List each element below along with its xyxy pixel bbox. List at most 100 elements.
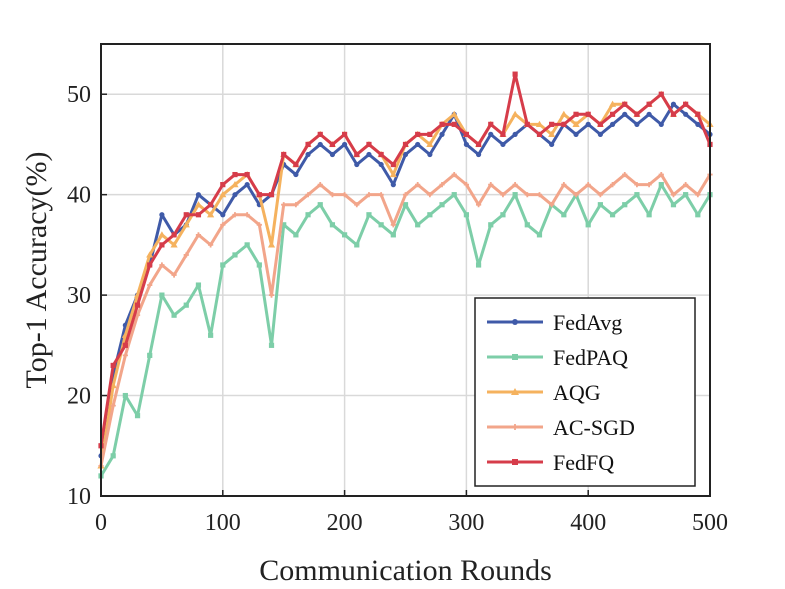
- data-point: [511, 110, 519, 117]
- data-point: [305, 192, 311, 198]
- data-point: [500, 131, 506, 137]
- data-point: [512, 71, 518, 77]
- data-point: [267, 241, 276, 248]
- data-point: [463, 131, 469, 137]
- data-point: [134, 413, 141, 419]
- data-point: [122, 392, 128, 399]
- legend-label: AC-SGD: [553, 415, 635, 440]
- data-point: [463, 141, 469, 148]
- data-point: [585, 222, 591, 228]
- data-point: [512, 424, 518, 430]
- data-point: [194, 201, 203, 208]
- data-point: [439, 131, 445, 137]
- data-point: [158, 231, 166, 238]
- data-point: [658, 171, 664, 178]
- data-point: [634, 121, 640, 127]
- data-point: [378, 222, 384, 228]
- data-point: [512, 182, 518, 188]
- data-point: [207, 211, 215, 218]
- data-point: [110, 362, 116, 369]
- data-point: [329, 151, 336, 158]
- data-point: [268, 292, 275, 298]
- data-point: [695, 192, 701, 198]
- data-point: [572, 120, 580, 127]
- data-point: [122, 342, 128, 348]
- data-point: [232, 212, 238, 218]
- data-point: [195, 282, 202, 288]
- y-axis-label: Top-1 Accuracy(%): [20, 152, 53, 389]
- data-point: [670, 101, 677, 107]
- data-point: [585, 121, 591, 127]
- legend-item: FedPAQ: [487, 345, 628, 370]
- data-point: [244, 182, 250, 188]
- data-point: [524, 192, 530, 198]
- data-point: [512, 131, 518, 137]
- data-point: [658, 121, 664, 127]
- plot-frame: [100, 43, 711, 497]
- data-point: [402, 141, 409, 148]
- data-point: [182, 221, 190, 228]
- data-point: [342, 232, 348, 238]
- data-point: [646, 182, 652, 188]
- data-point: [147, 282, 153, 288]
- data-point: [244, 212, 250, 218]
- data-point: [366, 192, 372, 198]
- data-point: [463, 182, 469, 188]
- data-point: [195, 192, 202, 198]
- data-point: [329, 141, 336, 148]
- data-point: [183, 212, 189, 218]
- data-point: [281, 222, 287, 228]
- data-point: [317, 182, 323, 188]
- data-point: [536, 232, 543, 238]
- data-point: [439, 182, 445, 188]
- data-point: [244, 242, 250, 248]
- data-point: [208, 332, 214, 338]
- data-point: [110, 453, 116, 459]
- data-point: [512, 354, 518, 360]
- data-point: [463, 212, 469, 218]
- data-point: [220, 222, 226, 228]
- data-point: [670, 111, 677, 117]
- data-point: [146, 251, 154, 258]
- data-point: [622, 101, 628, 107]
- data-point: [293, 232, 299, 238]
- data-point: [488, 131, 494, 137]
- data-point: [317, 141, 323, 148]
- x-tick-label: 0: [95, 510, 107, 536]
- data-point: [573, 111, 579, 117]
- data-point: [147, 262, 153, 268]
- data-point: [415, 131, 421, 137]
- data-point: [609, 182, 616, 188]
- data-point: [426, 140, 434, 148]
- data-point: [427, 131, 433, 137]
- data-point: [548, 130, 556, 137]
- data-point: [415, 222, 421, 228]
- data-point: [488, 121, 494, 127]
- data-point: [244, 171, 250, 178]
- data-point: [208, 242, 214, 248]
- y-tick-label: 10: [67, 484, 91, 510]
- data-point: [281, 202, 287, 208]
- data-point: [561, 212, 567, 218]
- data-point: [427, 192, 433, 198]
- data-point: [585, 182, 591, 188]
- data-point: [427, 151, 433, 158]
- series-lines: [97, 71, 714, 479]
- data-point: [366, 212, 372, 218]
- legend-item: FedFQ: [487, 450, 614, 475]
- data-point: [183, 302, 189, 308]
- data-point: [646, 212, 652, 218]
- legend: FedAvg FedPAQ AQG AC-SGD FedFQ: [474, 297, 696, 487]
- data-point: [232, 171, 238, 178]
- data-point: [354, 161, 360, 168]
- data-point: [535, 120, 544, 127]
- data-point: [670, 192, 677, 198]
- data-point: [195, 212, 202, 218]
- data-point: [511, 388, 519, 395]
- data-point: [622, 111, 628, 117]
- y-tick-label: 30: [67, 283, 91, 309]
- data-point: [450, 110, 458, 117]
- series-fedfq: [98, 71, 713, 449]
- y-tick-label: 40: [67, 183, 91, 209]
- data-point: [159, 212, 165, 218]
